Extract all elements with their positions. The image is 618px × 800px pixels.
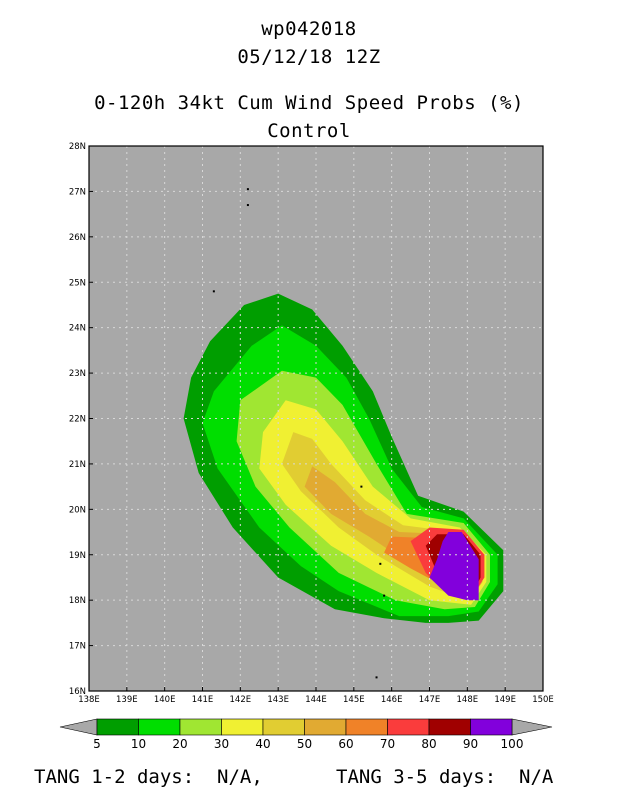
island-4	[379, 562, 382, 565]
colorbar-swatch	[345, 718, 388, 736]
island-0	[246, 188, 249, 191]
lat-tick-label: 17N	[69, 642, 86, 652]
lon-tick-label: 144E	[305, 695, 327, 705]
tang-1-2-days: TANG 1-2 days: N/A,	[34, 766, 263, 788]
island-6	[375, 676, 378, 679]
colorbar-label: 70	[380, 737, 395, 751]
lon-tick-label: 142E	[230, 695, 252, 705]
lat-tick-label: 25N	[69, 278, 86, 288]
grid-layer	[88, 145, 544, 692]
lon-tick-label: 138E	[78, 695, 100, 705]
colorbar-label: 90	[463, 737, 478, 751]
contour-layer	[183, 293, 504, 623]
model-title: Control	[267, 120, 351, 142]
lat-tick-label: 20N	[69, 505, 86, 515]
colorbar-swatch	[179, 718, 222, 736]
colorbar: 5 10 20 30 40 50 60 70 80 90 100	[59, 718, 553, 751]
lon-tick-label: 139E	[116, 695, 138, 705]
colorbar-swatch	[304, 718, 347, 736]
colorbar-swatch	[387, 718, 430, 736]
lat-tick-label: 27N	[69, 187, 86, 197]
lon-tick-label: 147E	[419, 695, 441, 705]
colorbar-label: 10	[131, 737, 146, 751]
lon-tick-label: 150E	[532, 695, 554, 705]
datetime-title: 05/12/18 12Z	[237, 46, 381, 68]
colorbar-label: 5	[93, 737, 101, 751]
lat-tick-label: 16N	[69, 687, 86, 697]
colorbar-label: 30	[214, 737, 229, 751]
colorbar-low-arrow	[59, 718, 98, 736]
lat-tick-label: 26N	[69, 233, 86, 243]
lon-tick-label: 149E	[494, 695, 516, 705]
colorbar-swatch	[221, 718, 264, 736]
lat-tick-label: 23N	[69, 369, 86, 379]
colorbar-label: 20	[172, 737, 187, 751]
colorbar-swatch	[470, 718, 513, 736]
map-frame	[88, 145, 544, 692]
colorbar-label: 40	[255, 737, 270, 751]
colorbar-high-arrow	[511, 718, 553, 736]
colorbar-label: 50	[297, 737, 312, 751]
lat-tick-label: 24N	[69, 324, 86, 334]
lat-tick-label: 21N	[69, 460, 86, 470]
lat-tick-label: 28N	[69, 142, 86, 152]
lon-tick-labels: 138E 139E 140E 141E 142E 143E 144E 145E 146E 147E…	[78, 695, 554, 705]
lon-tick-label: 141E	[192, 695, 214, 705]
storm-id-title: wp042018	[261, 18, 357, 40]
lon-tick-label: 143E	[267, 695, 289, 705]
lat-tick-label: 22N	[69, 415, 86, 425]
product-title: 0-120h 34kt Cum Wind Speed Probs (%)	[94, 92, 524, 114]
contour-100	[429, 532, 479, 601]
islands-layer	[212, 188, 386, 679]
colorbar-swatch	[262, 718, 305, 736]
colorbar-swatch	[96, 718, 139, 736]
lat-tick-labels: 16N 17N 18N 19N 20N 21N 22N 23N 24N 25N 26N 27N 28N	[69, 142, 86, 697]
colorbar-label: 100	[501, 737, 524, 751]
lon-tick-label: 146E	[381, 695, 403, 705]
lon-tick-label: 140E	[154, 695, 176, 705]
colorbar-swatch	[428, 718, 471, 736]
probability-map: 138E 139E 140E 141E 142E 143E 144E 145E 146E 147E…	[59, 142, 554, 751]
island-5	[383, 594, 386, 597]
colorbar-label: 80	[421, 737, 436, 751]
colorbar-swatch	[138, 718, 181, 736]
island-2	[212, 290, 215, 293]
lat-tick-label: 18N	[69, 596, 86, 606]
island-3	[360, 485, 363, 488]
tang-3-5-days: TANG 3-5 days: N/A	[336, 766, 554, 788]
lon-tick-label: 148E	[457, 695, 479, 705]
colorbar-label: 60	[338, 737, 353, 751]
lat-tick-label: 19N	[69, 551, 86, 561]
lon-tick-label: 145E	[343, 695, 365, 705]
island-1	[246, 204, 249, 207]
